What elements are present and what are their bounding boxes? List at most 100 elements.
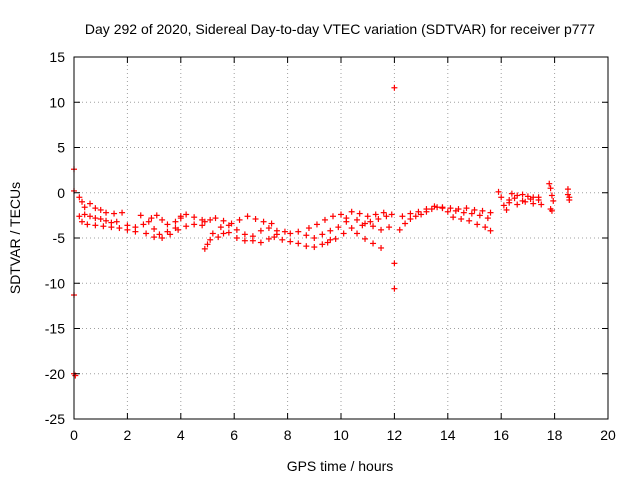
data-point [159, 216, 166, 223]
data-point [79, 198, 86, 205]
data-point [474, 221, 481, 228]
data-point [506, 199, 513, 206]
data-point [566, 196, 573, 203]
data-point [535, 194, 542, 201]
data-point [108, 224, 115, 231]
data-point [87, 213, 94, 220]
data-point [319, 231, 326, 238]
data-point [201, 218, 208, 225]
data-point [92, 205, 99, 212]
data-point [236, 216, 243, 223]
data-point [530, 200, 537, 207]
axis-ticks: 0 2 4 6 8 10 12 14 16 18 20 -25 -20 -15 -10 -5 0 5 10 15 [45, 49, 616, 443]
data-point [116, 225, 123, 232]
data-point [538, 201, 545, 208]
data-point [356, 210, 363, 217]
data-point [217, 224, 224, 231]
data-point [471, 206, 478, 213]
data-point [303, 232, 310, 239]
x-tick-label: 10 [333, 427, 349, 443]
data-point [137, 212, 144, 219]
data-points [71, 84, 573, 379]
data-point [191, 221, 198, 228]
data-point [76, 213, 83, 220]
data-point [183, 223, 190, 230]
data-point [514, 192, 521, 199]
data-point [498, 194, 505, 201]
data-point [327, 227, 334, 234]
x-tick-label: 20 [600, 427, 616, 443]
data-point [225, 229, 232, 236]
data-point [522, 198, 529, 205]
data-point [375, 215, 382, 222]
data-point [177, 213, 184, 220]
data-point [225, 222, 232, 229]
x-axis-label: GPS time / hours [287, 458, 394, 474]
data-point [273, 231, 280, 238]
data-point [407, 210, 414, 217]
data-point [348, 225, 355, 232]
data-point [145, 218, 152, 225]
data-point [281, 228, 288, 235]
y-tick-label: -15 [45, 321, 65, 337]
data-point [268, 220, 275, 227]
data-point [249, 237, 256, 244]
data-point [172, 218, 179, 225]
y-tick-label: 15 [49, 49, 65, 65]
data-point [428, 206, 435, 213]
data-point [241, 231, 248, 238]
data-point [97, 206, 104, 213]
data-point [547, 185, 554, 192]
data-point [503, 206, 510, 213]
x-tick-label: 2 [124, 427, 132, 443]
data-point [423, 206, 430, 213]
data-point [159, 235, 166, 241]
y-tick-label: -10 [45, 275, 65, 291]
y-tick-label: 0 [57, 185, 65, 201]
data-point [564, 186, 571, 193]
data-point [391, 84, 398, 91]
data-point [548, 207, 555, 214]
data-point [524, 193, 531, 200]
data-point [340, 230, 347, 237]
data-point [447, 205, 454, 212]
data-point [329, 213, 336, 220]
data-point [487, 227, 494, 234]
data-point [295, 228, 302, 235]
data-point [151, 234, 158, 241]
data-point [367, 218, 374, 225]
data-point [164, 228, 171, 235]
data-point [321, 216, 328, 223]
data-point [81, 211, 88, 218]
data-point [153, 212, 160, 219]
data-point [391, 260, 398, 267]
data-point [233, 226, 240, 233]
data-point [548, 192, 555, 199]
data-point [388, 211, 395, 218]
data-point [348, 208, 355, 215]
data-point [279, 236, 286, 243]
data-point [546, 180, 553, 187]
data-point [418, 211, 425, 218]
data-point [215, 234, 222, 241]
data-point [76, 194, 83, 201]
data-point [383, 213, 390, 220]
data-point [319, 241, 326, 248]
data-point [444, 208, 451, 215]
data-point [151, 225, 158, 232]
data-point [124, 222, 131, 229]
data-point [487, 209, 494, 216]
data-point [100, 223, 107, 230]
data-point [207, 216, 214, 223]
data-point [527, 196, 534, 203]
data-point [458, 215, 465, 222]
data-point [97, 215, 104, 222]
data-point [111, 210, 118, 217]
data-point [338, 211, 344, 218]
data-point [87, 200, 94, 207]
data-point [265, 225, 272, 232]
data-point [434, 204, 441, 211]
data-point [511, 195, 518, 202]
data-point [311, 244, 318, 251]
